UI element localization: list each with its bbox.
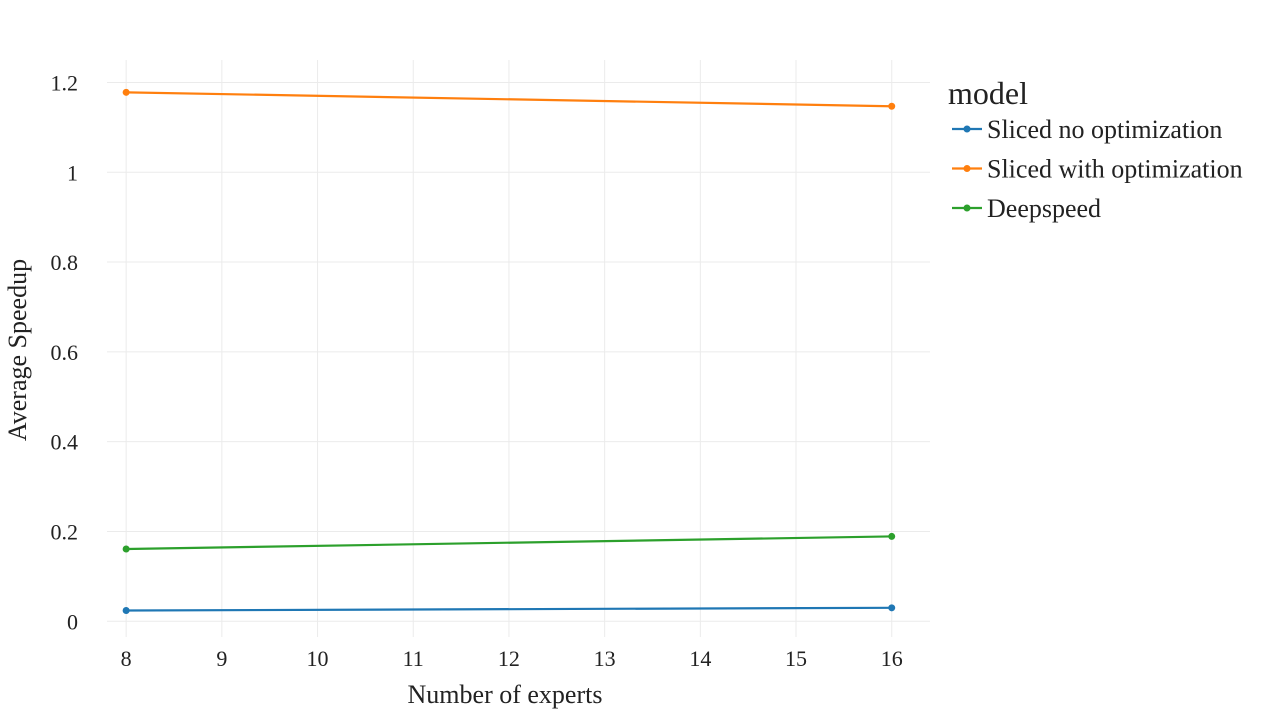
series-2 — [122, 532, 896, 553]
y-tick-label: 0.4 — [51, 430, 79, 455]
legend-item: Deepspeed — [952, 194, 1101, 223]
grid — [107, 60, 930, 637]
data-point — [122, 545, 130, 553]
series-0 — [122, 604, 896, 615]
data-point — [888, 102, 896, 110]
series-1 — [122, 88, 896, 110]
x-tick-label: 13 — [594, 646, 616, 671]
data-point — [888, 532, 896, 540]
series-line — [126, 535, 892, 551]
y-tick-label: 0 — [67, 609, 78, 634]
legend-swatch-marker — [963, 165, 971, 172]
legend-item: Sliced with optimization — [952, 155, 1243, 184]
legend-items: Sliced no optimization Sliced with optimi… — [952, 115, 1243, 223]
legend-swatch-marker — [963, 125, 971, 133]
x-tick-label: 8 — [121, 646, 132, 671]
series-line — [126, 606, 892, 612]
x-axis-tick-labels: 8 9 10 11 12 13 14 15 16 — [121, 646, 903, 671]
x-tick-label: 15 — [785, 646, 807, 671]
legend-item: Sliced no optimization — [952, 115, 1222, 144]
series-line — [126, 91, 892, 108]
x-tick-label: 14 — [689, 646, 711, 671]
x-tick-label: 16 — [881, 646, 903, 671]
legend-label: Sliced no optimization — [987, 115, 1222, 144]
legend-label: Deepspeed — [987, 194, 1101, 223]
data-point — [888, 604, 896, 612]
x-tick-label: 9 — [216, 646, 227, 671]
y-axis-title: Average Speedup — [3, 259, 32, 441]
data-point — [122, 607, 130, 615]
x-axis-title: Number of experts — [408, 680, 603, 709]
legend-swatch-marker — [963, 204, 971, 212]
x-tick-label: 10 — [307, 646, 329, 671]
y-tick-label: 1 — [67, 160, 78, 185]
y-axis-tick-labels: 0 0.2 0.4 0.6 0.8 1 1.2 — [51, 70, 79, 634]
y-tick-label: 0.8 — [51, 250, 79, 275]
y-tick-label: 1.2 — [51, 70, 79, 95]
series-layer — [122, 88, 896, 615]
legend: model Sliced no optimization Sliced with … — [948, 75, 1243, 223]
legend-label: Sliced with optimization — [987, 155, 1243, 184]
data-point — [122, 88, 130, 96]
y-tick-label: 0.6 — [51, 340, 79, 365]
y-tick-label: 0.2 — [51, 519, 79, 544]
x-tick-label: 11 — [403, 646, 424, 671]
x-tick-label: 12 — [498, 646, 520, 671]
legend-title: model — [948, 75, 1028, 111]
